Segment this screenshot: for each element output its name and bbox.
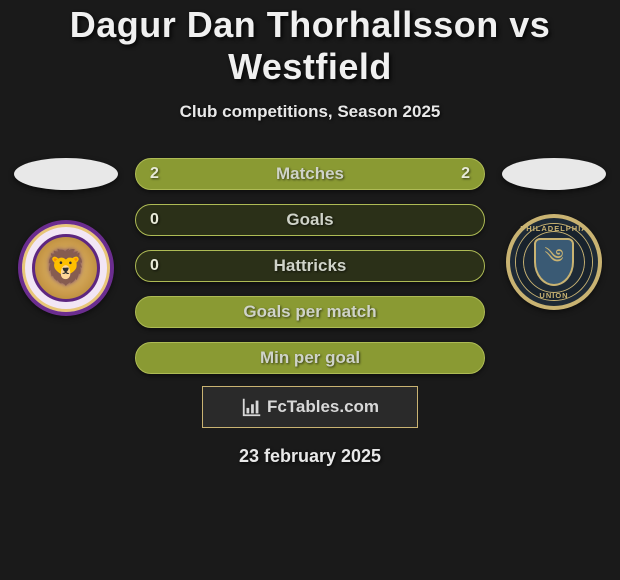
left-column: 🦁 [11, 158, 121, 316]
stat-label: Goals [286, 210, 333, 230]
logo-text-top: PHILADELPHIA [520, 224, 587, 233]
lion-icon: 🦁 [32, 234, 100, 302]
page-title: Dagur Dan Thorhallsson vs Westfield [0, 4, 620, 88]
stat-label: Matches [276, 164, 344, 184]
stat-value-left: 0 [150, 211, 159, 229]
stats-bars: Matches 2 2 Goals 0 Hattricks 0 Goals per match… [135, 158, 485, 374]
stat-bar-min-per-goal: Min per goal [135, 342, 485, 374]
watermark-box: FcTables.com [202, 386, 418, 428]
stat-bar-matches: Matches 2 2 [135, 158, 485, 190]
stat-label: Goals per match [243, 302, 376, 322]
player-photo-placeholder-right [502, 158, 606, 190]
snake-shield-icon: ༄ [534, 238, 574, 286]
right-column: PHILADELPHIA ༄ UNION [499, 158, 609, 310]
team-logo-orlando: 🦁 [18, 220, 114, 316]
stat-label: Hattricks [274, 256, 347, 276]
stat-bar-goals: Goals 0 [135, 204, 485, 236]
stat-value-left: 2 [150, 165, 159, 183]
chart-icon [241, 396, 263, 418]
team-logo-philadelphia: PHILADELPHIA ༄ UNION [506, 214, 602, 310]
stat-value-right: 2 [461, 165, 470, 183]
date-label: 23 february 2025 [0, 446, 620, 467]
stat-label: Min per goal [260, 348, 360, 368]
infographic-container: Dagur Dan Thorhallsson vs Westfield Club… [0, 0, 620, 467]
player-photo-placeholder-left [14, 158, 118, 190]
stat-bar-goals-per-match: Goals per match [135, 296, 485, 328]
logo-text-bottom: UNION [539, 291, 568, 300]
subtitle: Club competitions, Season 2025 [0, 102, 620, 122]
stat-value-left: 0 [150, 257, 159, 275]
stat-bar-hattricks: Hattricks 0 [135, 250, 485, 282]
watermark-text: FcTables.com [267, 397, 379, 417]
content-row: 🦁 Matches 2 2 Goals 0 Hattricks 0 Goals per mat… [0, 158, 620, 374]
